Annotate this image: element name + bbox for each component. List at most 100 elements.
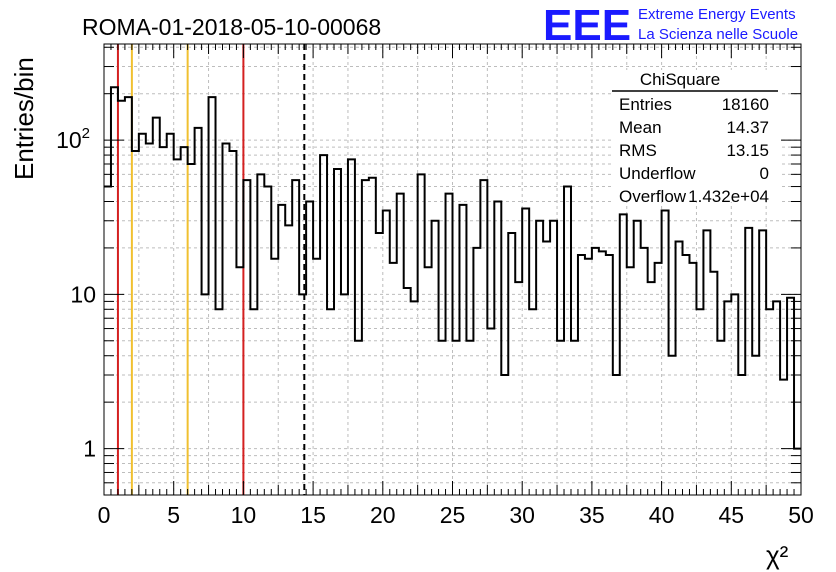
histogram-bin (543, 242, 550, 495)
histogram-bin (160, 147, 167, 495)
stats-box-rows: Entries 18160 Mean 14.37 RMS 13.15 Underflow 0 O… (619, 95, 769, 206)
histogram-bin (648, 282, 655, 495)
eee-logo-mark: EEE (543, 1, 631, 50)
x-tick-label: 5 (167, 502, 180, 528)
stats-box-background (612, 70, 780, 202)
histogram-bin (627, 267, 634, 495)
histogram-bin (508, 233, 515, 495)
histogram-bin (243, 180, 250, 495)
histogram-bin (696, 309, 703, 495)
histogram-bin (487, 329, 494, 495)
histogram-bin (320, 155, 327, 495)
histogram-bin (731, 294, 738, 495)
histogram-bin (480, 180, 487, 495)
x-tick-label: 0 (98, 502, 111, 528)
eee-logo-line1: Extreme Energy Events (638, 6, 796, 23)
histogram-bin (418, 174, 425, 495)
histogram-bin (257, 174, 264, 495)
histogram-bin (383, 210, 390, 495)
histogram-bin (216, 309, 223, 495)
histogram-bin (606, 255, 613, 495)
histogram-bin (425, 267, 432, 495)
histogram-bin (446, 194, 453, 495)
stats-row-value: 14.37 (726, 118, 769, 137)
histogram-bin (390, 263, 397, 495)
stats-row-label: Mean (619, 118, 662, 137)
histogram-bin (634, 221, 641, 495)
stats-row-value: 13.15 (726, 141, 769, 160)
x-tick-label: 50 (788, 502, 814, 528)
x-tick-label: 15 (300, 502, 326, 528)
stats-row-label: RMS (619, 141, 657, 160)
histogram-bin (125, 97, 132, 495)
histogram-bin (362, 180, 369, 495)
eee-logo: EEE Extreme Energy Events La Scienza nel… (543, 1, 798, 50)
axis-ticks (103, 44, 802, 496)
histogram-outline (104, 86, 801, 450)
histogram-bin (613, 375, 620, 495)
histogram-bin (146, 144, 153, 495)
x-tick-label: 20 (370, 502, 396, 528)
y-axis-label: Entries/bin (9, 57, 39, 180)
histogram-bin (299, 294, 306, 495)
histogram-bin (174, 159, 181, 495)
stats-box-title: ChiSquare (640, 70, 720, 89)
histogram-bin (738, 375, 745, 495)
histogram-bin (348, 159, 355, 495)
histogram-bin (745, 228, 752, 495)
histogram-bin (669, 356, 676, 495)
x-tick-label: 30 (509, 502, 535, 528)
histogram-bin (641, 248, 648, 495)
histogram-bin (285, 225, 292, 495)
histogram-bin (724, 301, 731, 495)
histogram-bin (780, 380, 787, 495)
histogram-bin (355, 341, 362, 495)
histogram-bin (564, 187, 571, 495)
histogram-bin (153, 118, 160, 495)
stats-row-label: Entries (619, 95, 672, 114)
histogram-bin (494, 201, 501, 495)
histogram-bin (229, 151, 236, 495)
x-tick-label: 40 (649, 502, 675, 528)
histogram-bin (188, 164, 195, 495)
histogram-bin (550, 221, 557, 495)
x-tick-label: 10 (231, 502, 257, 528)
histogram-bin (522, 209, 529, 495)
histogram-bin (466, 341, 473, 495)
histogram-bin (236, 267, 243, 495)
stats-row-label: Overflow (619, 187, 687, 206)
histogram-bin (264, 187, 271, 495)
histogram-bin (592, 248, 599, 495)
histogram-bin (397, 194, 404, 495)
histogram-bin (118, 101, 125, 495)
histogram-bin (167, 134, 174, 495)
histogram-bin (689, 263, 696, 495)
histogram-bin (620, 214, 627, 495)
histogram-bin (292, 180, 299, 495)
histogram-bin (195, 128, 202, 495)
histogram-bin (683, 255, 690, 495)
histogram-bin (717, 341, 724, 495)
histogram-bin (439, 341, 446, 495)
histogram-bin (250, 309, 257, 495)
histogram-bin (585, 259, 592, 495)
y-tick-label: 102 (56, 125, 90, 153)
stats-row-value: 18160 (722, 95, 769, 114)
histogram-bin (710, 272, 717, 495)
histogram-bin (222, 144, 229, 495)
histogram-bin (341, 294, 348, 495)
histogram-bin (411, 301, 418, 495)
histogram-bin (676, 242, 683, 495)
histogram-bin (655, 263, 662, 495)
x-tick-label: 45 (719, 502, 745, 528)
histogram-bin (334, 169, 341, 495)
histogram-bin (369, 178, 376, 495)
histogram-bin (313, 259, 320, 495)
run-title: ROMA-01-2018-05-10-00068 (82, 14, 381, 40)
y-tick-label: 10 (70, 281, 96, 307)
histogram-bin (181, 147, 188, 495)
histogram-bin (578, 255, 585, 495)
stats-row-value: 1.432e+04 (688, 187, 769, 206)
histogram-bin (432, 221, 439, 495)
